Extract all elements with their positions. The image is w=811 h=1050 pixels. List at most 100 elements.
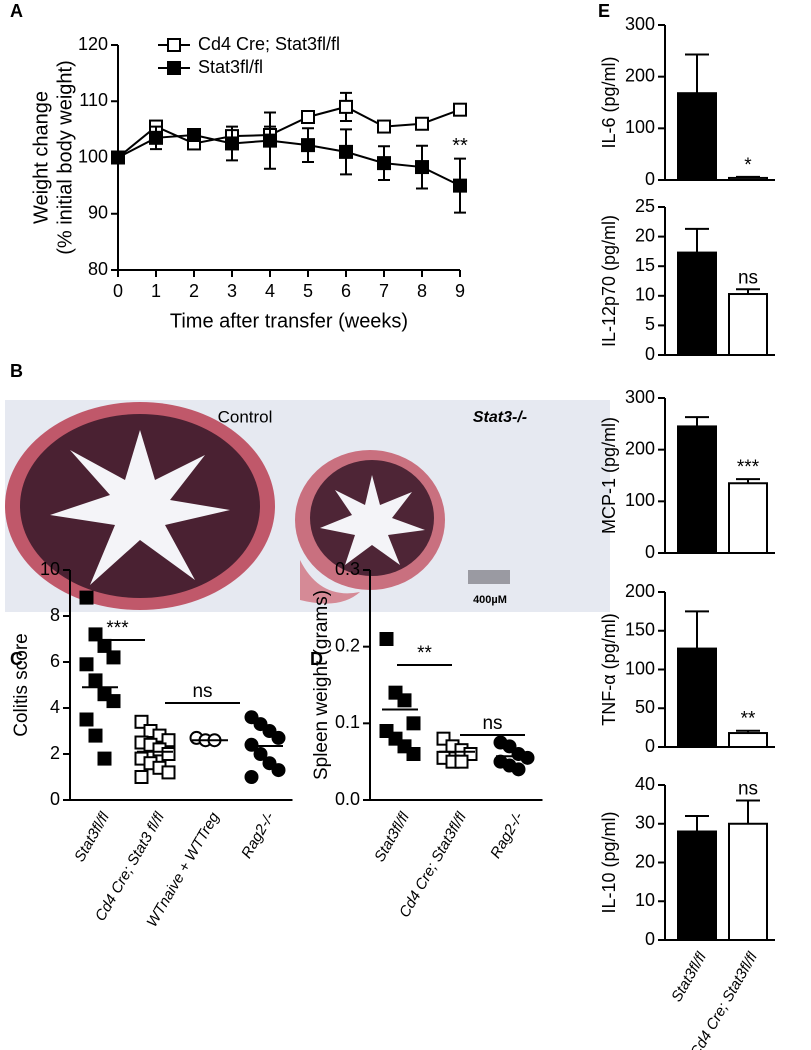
marker <box>79 712 94 727</box>
bar <box>677 251 717 356</box>
marker <box>397 693 412 708</box>
annotation: *** <box>737 457 760 478</box>
y-tick-label: 300 <box>625 387 655 407</box>
x-tick-label: 0 <box>113 281 123 301</box>
y-tick-label: 0.0 <box>335 789 360 809</box>
x-tick-label: 1 <box>151 281 161 301</box>
y-tick-label: 0.2 <box>335 635 360 655</box>
marker <box>88 673 103 688</box>
y-tick-label: 10 <box>40 559 60 579</box>
y-tick-label: 8 <box>50 605 60 625</box>
marker <box>111 150 125 165</box>
marker <box>167 61 181 75</box>
y-tick-label: 100 <box>625 117 655 137</box>
marker <box>453 102 467 117</box>
y-tick-label: 110 <box>79 90 108 110</box>
x-tick-label: 5 <box>303 281 313 301</box>
y-tick-label: 150 <box>625 620 655 640</box>
marker <box>415 160 429 175</box>
x-tick-label: 8 <box>417 281 427 301</box>
error-bar <box>685 416 709 427</box>
panel-label: A <box>10 1 23 21</box>
annotation: ns <box>738 267 758 288</box>
y-axis-label: (% initial body weight) <box>54 60 76 255</box>
y-axis-label: IL-12p70 (pg/ml) <box>599 215 619 347</box>
marker <box>415 116 429 131</box>
marker <box>244 770 259 784</box>
marker <box>244 710 259 725</box>
y-tick-label: 10 <box>635 285 655 305</box>
annotation: *** <box>106 618 129 639</box>
y-axis-label: TNF-α (pg/ml) <box>599 613 619 725</box>
bar <box>728 176 768 182</box>
panel-label: B <box>10 361 23 381</box>
error-bar <box>685 227 709 253</box>
marker <box>520 750 535 765</box>
marker <box>301 110 315 124</box>
marker <box>88 728 103 743</box>
marker <box>161 747 176 761</box>
y-tick-label: 0 <box>645 169 655 189</box>
y-tick-label: 200 <box>625 438 655 458</box>
x-tick-label: Stat3fl/fl <box>71 809 113 865</box>
error-bar <box>736 799 760 824</box>
y-tick-label: 6 <box>50 651 60 671</box>
y-tick-label: 0.1 <box>335 712 360 732</box>
annotation: ** <box>741 709 756 730</box>
marker <box>161 765 176 780</box>
tissue-fragment <box>300 560 360 604</box>
marker <box>511 762 526 777</box>
marker <box>271 763 286 778</box>
legend-label: Stat3fl/fl <box>198 57 263 77</box>
bar <box>677 92 717 181</box>
y-tick-label: 4 <box>50 697 60 717</box>
y-axis-label: Weight change <box>30 91 52 224</box>
legend-label: Cd4 Cre; Stat3fl/fl <box>198 34 340 54</box>
y-tick-label: 120 <box>78 34 108 54</box>
annotation: ns <box>482 713 502 734</box>
x-tick-label: 7 <box>379 281 389 301</box>
marker <box>134 770 149 784</box>
panel-label: E <box>598 1 610 21</box>
marker <box>149 130 163 145</box>
bar <box>728 732 768 748</box>
x-tick-label: Stat3fl/fl <box>668 949 710 1005</box>
marker <box>453 178 467 193</box>
y-axis-label: Spleen weight (grams) <box>311 590 332 780</box>
marker <box>262 724 277 738</box>
marker <box>339 99 353 114</box>
marker <box>79 657 94 672</box>
annotation: ** <box>452 135 468 157</box>
marker <box>406 747 421 761</box>
series-line <box>117 105 461 159</box>
image-label: Control <box>218 407 273 426</box>
y-tick-label: 90 <box>88 203 108 223</box>
y-tick-label: 80 <box>88 259 108 279</box>
colon-lumen <box>320 475 425 565</box>
scale-bar-label: 400µM <box>473 594 507 606</box>
y-tick-label: 200 <box>625 65 655 85</box>
bar <box>677 647 717 749</box>
marker <box>377 156 391 171</box>
annotation: ** <box>417 643 432 664</box>
error-bar <box>685 815 709 832</box>
x-tick-label: Stat3fl/fl <box>371 809 413 865</box>
marker <box>97 751 112 766</box>
y-tick-label: 300 <box>625 14 655 34</box>
y-axis-label: Colitis score <box>11 633 32 736</box>
marker <box>253 747 268 761</box>
error-bar <box>685 610 709 649</box>
x-tick-label: Rag2-/- <box>487 809 527 861</box>
y-tick-label: 0 <box>645 344 655 364</box>
marker <box>187 128 201 142</box>
x-tick-label: 9 <box>455 281 465 301</box>
y-tick-label: 0 <box>645 736 655 756</box>
marker <box>454 754 469 769</box>
y-tick-label: 0 <box>645 542 655 562</box>
y-tick-label: 100 <box>78 146 108 166</box>
series-line <box>117 133 461 187</box>
y-axis-label: MCP-1 (pg/ml) <box>599 417 619 534</box>
image-label: Stat3-/- <box>473 409 527 426</box>
y-tick-label: 0 <box>50 789 60 809</box>
